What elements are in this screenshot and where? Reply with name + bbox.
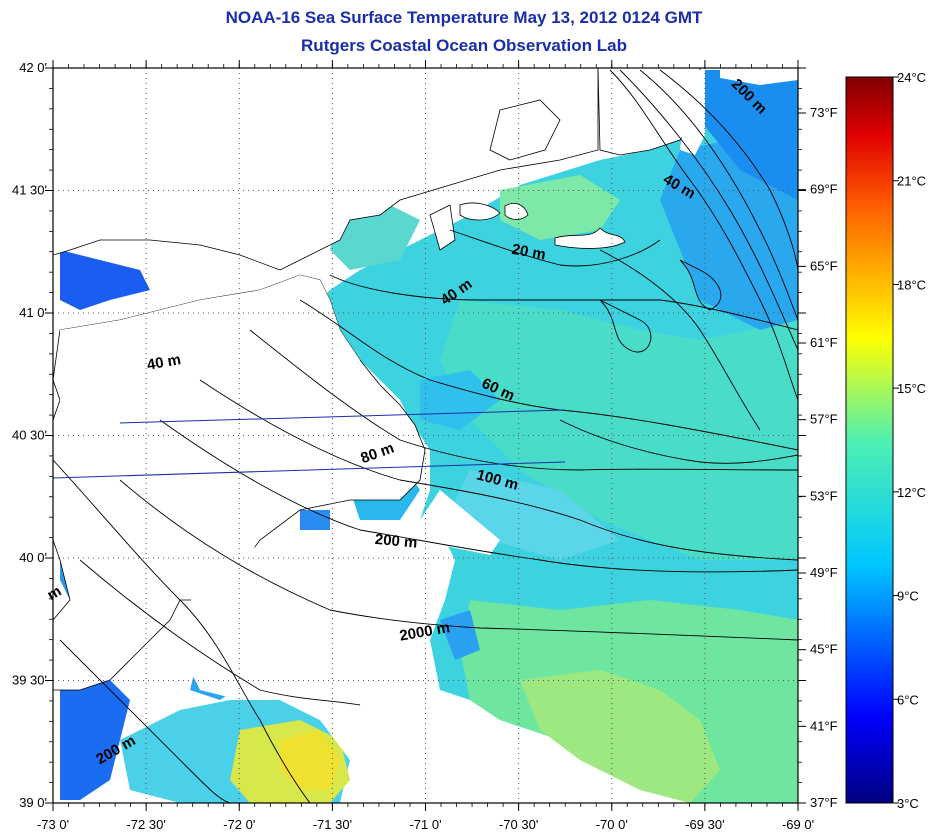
- colorbar-tick-label: 18°C: [897, 277, 926, 292]
- map-title: NOAA-16 Sea Surface Temperature May 13, …: [225, 8, 703, 27]
- map-subtitle: Rutgers Coastal Ocean Observation Lab: [301, 36, 627, 55]
- colorbar-tick-label: 12°C: [897, 485, 926, 500]
- contour-label: 40 m: [146, 351, 183, 374]
- lon-tick-label: -69 0': [782, 817, 814, 832]
- lat-tick-label: 41 30': [12, 183, 47, 198]
- lon-tick-label: -71 0': [409, 817, 441, 832]
- lat-tick-label: 42 0': [19, 60, 47, 75]
- fahrenheit-tick-label: 73°F: [810, 105, 838, 120]
- lat-tick-label: 40 0': [19, 550, 47, 565]
- fahrenheit-tick-label: 49°F: [810, 565, 838, 580]
- colorbar-tick-label: 15°C: [897, 381, 926, 396]
- colorbar-tick-label: 3°C: [897, 796, 919, 811]
- fahrenheit-tick-label: 45°F: [810, 642, 838, 657]
- colorbar-tick-label: 6°C: [897, 692, 919, 707]
- colorbar-tick-label: 21°C: [897, 174, 926, 189]
- lat-tick-label: 41 0': [19, 305, 47, 320]
- lon-tick-label: -70 30': [499, 817, 538, 832]
- axis-ticks: -73 0' -72 30' -72 0' -71 30' -71 0' -70 30' -…: [12, 60, 838, 832]
- lon-tick-label: -71 30': [313, 817, 352, 832]
- fahrenheit-tick-label: 57°F: [810, 412, 838, 427]
- lat-tick-label: 39 30': [12, 673, 47, 688]
- lat-lon-grid: [53, 68, 798, 803]
- land: [53, 68, 798, 760]
- colorbar-tick-label: 9°C: [897, 589, 919, 604]
- fahrenheit-tick-label: 69°F: [810, 182, 838, 197]
- lon-tick-label: -72 30': [126, 817, 165, 832]
- colorbar-tick-label: 24°C: [897, 70, 926, 85]
- contour-label: 200 m: [374, 531, 418, 552]
- fahrenheit-tick-label: 65°F: [810, 258, 838, 273]
- colorbar-ticks: 24°C 21°C 18°C 15°C 12°C 9°C 6°C 3°C: [893, 70, 926, 811]
- colorbar: [845, 76, 894, 804]
- fahrenheit-tick-label: 41°F: [810, 718, 838, 733]
- lat-tick-label: 39 0': [19, 795, 47, 810]
- transect-lines: [53, 409, 566, 479]
- lat-tick-label: 40 30': [12, 428, 47, 443]
- fahrenheit-tick-label: 61°F: [810, 335, 838, 350]
- fahrenheit-tick-label: 53°F: [810, 488, 838, 503]
- lon-tick-label: -73 0': [37, 817, 69, 832]
- contour-label: 20 m: [510, 241, 547, 264]
- lon-tick-label: -72 0': [223, 817, 255, 832]
- lon-tick-label: -70 0': [596, 817, 628, 832]
- lon-tick-label: -69 30': [685, 817, 724, 832]
- fahrenheit-tick-label: 37°F: [810, 795, 838, 810]
